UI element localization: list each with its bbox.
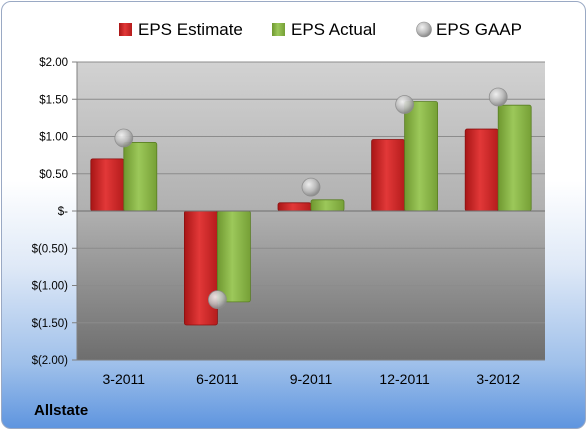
bar-eps-estimate (464, 128, 499, 212)
bar-eps-estimate (371, 139, 406, 212)
legend-label: EPS Actual (291, 20, 376, 39)
bar-eps-estimate (277, 202, 312, 212)
marker-eps-gaap (207, 290, 227, 310)
bar-eps-actual (310, 199, 345, 212)
x-tick-label: 9-2011 (290, 371, 333, 387)
y-tick-label: $1.50 (39, 94, 68, 106)
x-tick-label: 3-2011 (103, 371, 146, 387)
legend-swatch (119, 23, 132, 36)
legend-label: EPS Estimate (138, 20, 243, 39)
y-tick-label: $(2.00) (32, 355, 69, 367)
bar-eps-actual (497, 104, 532, 212)
y-tick-label: $(1.00) (32, 281, 69, 293)
legend-swatch (272, 23, 285, 36)
bar-eps-actual (123, 142, 158, 212)
y-tick-label: $2.00 (39, 57, 68, 69)
bar-eps-estimate (90, 158, 125, 212)
y-tick-label: $- (58, 206, 68, 218)
x-tick-label: 3-2012 (476, 371, 520, 387)
legend-swatch (416, 21, 432, 38)
x-tick-label: 12-2011 (379, 371, 430, 387)
y-tick-label: $1.00 (39, 132, 68, 144)
marker-eps-gaap (114, 128, 134, 148)
bar-eps-actual (404, 101, 439, 212)
company-label: Allstate (34, 402, 89, 419)
marker-eps-gaap (301, 177, 321, 197)
legend-label: EPS GAAP (436, 20, 522, 39)
bar-eps-actual (216, 210, 251, 303)
marker-eps-gaap (395, 95, 415, 114)
bar-eps-estimate (183, 210, 218, 326)
y-tick-label: $0.50 (39, 169, 68, 181)
y-tick-label: $(0.50) (32, 243, 69, 255)
x-tick-label: 6-2011 (196, 371, 239, 387)
y-tick-label: $(1.50) (32, 318, 69, 330)
marker-eps-gaap (488, 87, 508, 107)
